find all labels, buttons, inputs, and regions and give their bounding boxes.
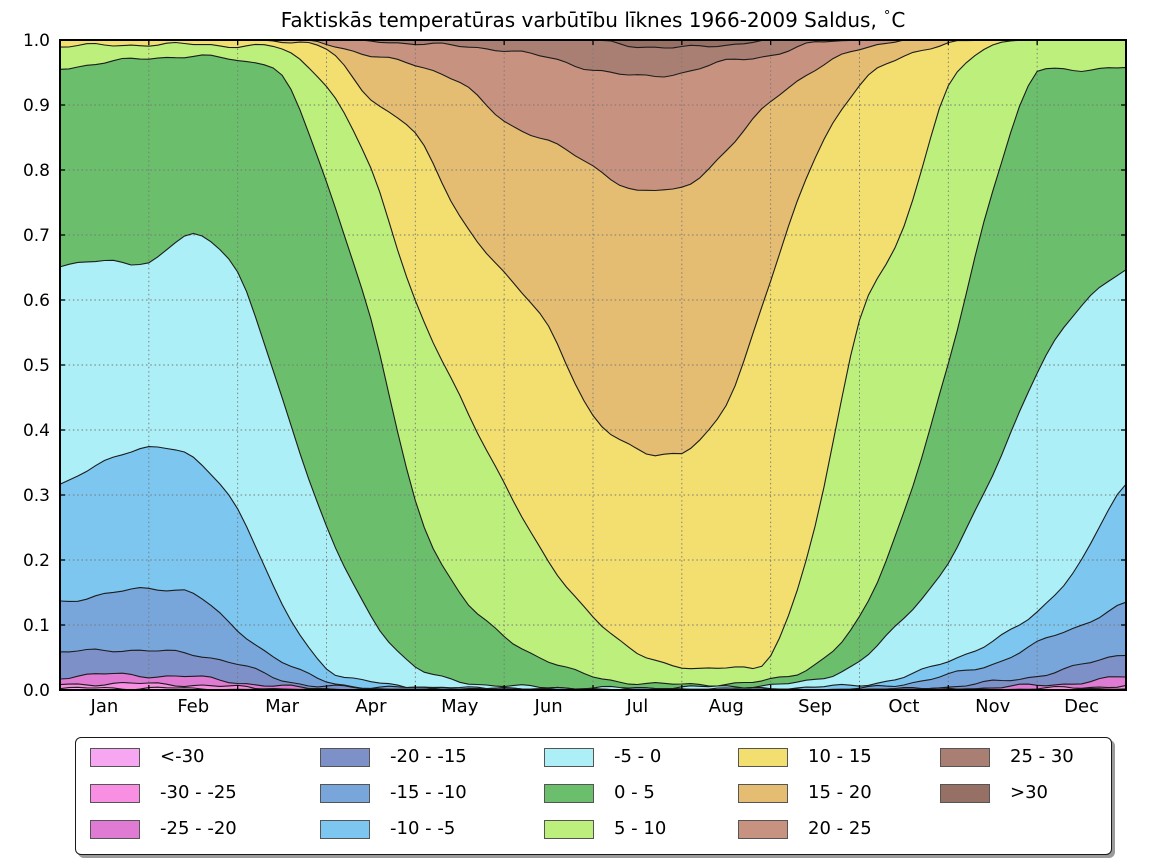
legend-label-neg10-neg5: -10 - -5 — [390, 818, 456, 839]
band-10-15 — [60, 40, 1126, 669]
legend-swatch-neg25-neg20 — [90, 820, 140, 839]
x-tick-label-jan: Jan — [90, 696, 119, 717]
y-tick-label-0.0: 0.0 — [23, 681, 50, 701]
chart-title-text: Faktiskās temperatūras varbūtību līknes … — [280, 8, 877, 32]
legend-swatch-0-5 — [544, 784, 594, 803]
band-neg20-neg15 — [60, 649, 1126, 690]
legend-label-neg15-neg10: -15 - -10 — [390, 782, 467, 803]
legend-swatch-25-30 — [940, 748, 990, 767]
legend-label-25-30: 25 - 30 — [1010, 746, 1074, 767]
x-tick-label-mar: Mar — [265, 696, 300, 717]
legend-swatch-neg10-neg5 — [320, 820, 370, 839]
x-tick-label-may: May — [441, 696, 479, 717]
y-tick-label-0.7: 0.7 — [23, 226, 50, 246]
legend-swatch-gt-30 — [940, 784, 990, 803]
legend-swatch-neg30-neg25 — [90, 784, 140, 803]
y-tick-label-0.4: 0.4 — [23, 421, 50, 441]
y-tick-label-0.1: 0.1 — [23, 616, 50, 636]
legend-label-neg30-neg25: -30 - -25 — [160, 782, 237, 803]
chart-legend: <-30 -30 - -25 -25 - -20 -20 - -15 -15 - -10… — [75, 737, 1112, 855]
legend-label-5-10: 5 - 10 — [614, 818, 667, 839]
legend-swatch-5-10 — [544, 820, 594, 839]
y-tick-label-1.0: 1.0 — [23, 31, 50, 51]
legend-swatch-20-25 — [738, 820, 788, 839]
y-tick-label-0.8: 0.8 — [23, 161, 50, 181]
band-5-10 — [60, 40, 1126, 686]
legend-label-neg20-neg15: -20 - -15 — [390, 746, 467, 767]
legend-swatch-neg5-0 — [544, 748, 594, 767]
x-tick-label-sep: Sep — [798, 696, 832, 717]
legend-swatch-lt-neg30 — [90, 748, 140, 767]
legend-swatch-15-20 — [738, 784, 788, 803]
x-tick-label-jun: Jun — [534, 696, 563, 717]
legend-label-neg5-0: -5 - 0 — [614, 746, 662, 767]
legend-label-lt-neg30: <-30 — [160, 746, 205, 767]
x-tick-label-dec: Dec — [1064, 696, 1099, 717]
legend-label-20-25: 20 - 25 — [808, 818, 872, 839]
band-neg5-0 — [60, 233, 1126, 690]
legend-swatch-neg15-neg10 — [320, 784, 370, 803]
band-neg25-neg20 — [60, 673, 1126, 690]
x-tick-label-nov: Nov — [975, 696, 1010, 717]
y-tick-label-0.9: 0.9 — [23, 96, 50, 116]
x-tick-label-jul: Jul — [626, 696, 649, 717]
chart-title-unit: C — [891, 8, 906, 32]
band-neg10-neg5 — [60, 446, 1126, 690]
y-tick-label-0.5: 0.5 — [23, 356, 50, 376]
legend-label-15-20: 15 - 20 — [808, 782, 872, 803]
contour-line-5-10 — [59, 39, 1126, 670]
x-tick-label-oct: Oct — [888, 696, 919, 717]
y-tick-label-0.6: 0.6 — [23, 291, 50, 311]
legend-label-neg25-neg20: -25 - -20 — [160, 818, 237, 839]
legend-label-10-15: 10 - 15 — [808, 746, 872, 767]
legend-label-0-5: 0 - 5 — [614, 782, 655, 803]
legend-swatch-neg20-neg15 — [320, 748, 370, 767]
x-tick-label-aug: Aug — [709, 696, 744, 717]
degree-symbol: ° — [883, 9, 891, 24]
y-tick-label-0.3: 0.3 — [23, 486, 50, 506]
y-tick-label-0.2: 0.2 — [23, 551, 50, 571]
band-20-25 — [60, 40, 1126, 191]
legend-swatch-10-15 — [738, 748, 788, 767]
legend-label-gt-30: >30 — [1010, 782, 1048, 803]
chart-title: Faktiskās temperatūras varbūtību līknes … — [60, 8, 1126, 32]
contour-line-0-5 — [59, 54, 1127, 687]
x-tick-label-apr: Apr — [355, 696, 387, 717]
x-tick-label-feb: Feb — [177, 696, 209, 717]
band-neg15-neg10 — [60, 587, 1126, 690]
